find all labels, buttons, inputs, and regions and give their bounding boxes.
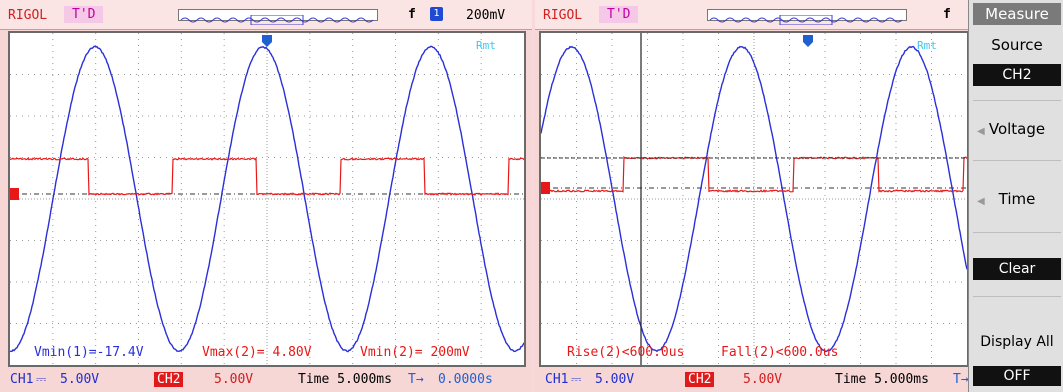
trigger-status: T'D (599, 6, 638, 23)
status-bar: RIGOL T'D f 1 200mV (0, 0, 532, 30)
brand-label: RIGOL (8, 8, 47, 23)
trigger-slope-icon: f (943, 7, 951, 22)
waveform-svg (10, 33, 524, 365)
trigger-offset-icon: T→ (953, 372, 969, 387)
waveform-display: Rmt Vmin(1)=-17.4V Vmax(2)= 4.80V Vmin(2… (8, 31, 526, 367)
trigger-level: 200mV (466, 8, 505, 23)
trigger-slope-icon: f (408, 7, 416, 22)
clear-button[interactable]: Clear (973, 258, 1061, 280)
ch2-ground-marker (10, 188, 19, 200)
ch2-scale: 5.00V (743, 372, 782, 387)
remote-indicator: Rmt (476, 39, 496, 52)
menu-divider (973, 296, 1061, 297)
ch1-coupling-icon: ⎓ (571, 372, 581, 387)
measurement-rise-ch2: Rise(2)<600.0us (567, 345, 684, 360)
measurement-vmin-ch1: Vmin(1)=-17.4V (34, 345, 144, 360)
ch1-coupling-icon: ⎓ (36, 372, 46, 387)
display-all-button[interactable]: Display All (973, 334, 1061, 350)
trigger-offset-icon: T→ (408, 372, 424, 387)
source-button[interactable]: Source (973, 36, 1061, 54)
timebase: Time 5.000ms (298, 372, 392, 387)
ch2-ground-marker (541, 182, 550, 194)
ch1-label: CH1 (10, 372, 33, 387)
measurement-vmax-ch2: Vmax(2)= 4.80V (202, 345, 312, 360)
trigger-source-badge: 1 (430, 7, 443, 21)
ch1-scale: 5.00V (595, 372, 634, 387)
menu-divider (973, 100, 1061, 101)
trigger-offset: 0.0000s (438, 372, 493, 387)
remote-indicator: Rmt (917, 39, 937, 52)
ch1-scale: 5.00V (60, 372, 99, 387)
timebase: Time 5.000ms (835, 372, 929, 387)
bottom-status-bar: CH1 ⎓ 5.00V CH2 5.00V Time 5.000ms T→ 0.… (0, 368, 532, 392)
menu-divider (973, 160, 1061, 161)
ch2-scale: 5.00V (214, 372, 253, 387)
waveform-display: Rmt Rise(2)<600.0us Fall(2)<600.0us (539, 31, 969, 367)
trigger-status: T'D (64, 6, 103, 23)
waveform-svg (541, 33, 967, 365)
left-scope-screen: RIGOL T'D f 1 200mV Rmt Vmin(1)=-17.4V V… (0, 0, 532, 392)
memory-depth-indicator (178, 9, 378, 21)
measurement-vmin-ch2: Vmin(2)= 200mV (360, 345, 470, 360)
menu-divider (973, 232, 1061, 233)
ch2-badge: CH2 (685, 372, 714, 387)
time-button[interactable]: Time (973, 190, 1061, 208)
measure-menu: Measure Source CH2 ◀ Voltage ◀ Time Clea… (968, 0, 1063, 392)
memory-depth-indicator (707, 9, 907, 21)
display-all-value[interactable]: OFF (973, 366, 1061, 386)
ch2-badge: CH2 (154, 372, 183, 387)
menu-title: Measure (973, 3, 1061, 25)
voltage-button[interactable]: Voltage (973, 120, 1061, 138)
measurement-fall-ch2: Fall(2)<600.0us (721, 345, 838, 360)
brand-label: RIGOL (543, 8, 582, 23)
trigger-position-marker (803, 35, 813, 47)
source-value[interactable]: CH2 (973, 64, 1061, 86)
trigger-position-marker (262, 35, 272, 47)
ch1-label: CH1 (545, 372, 568, 387)
